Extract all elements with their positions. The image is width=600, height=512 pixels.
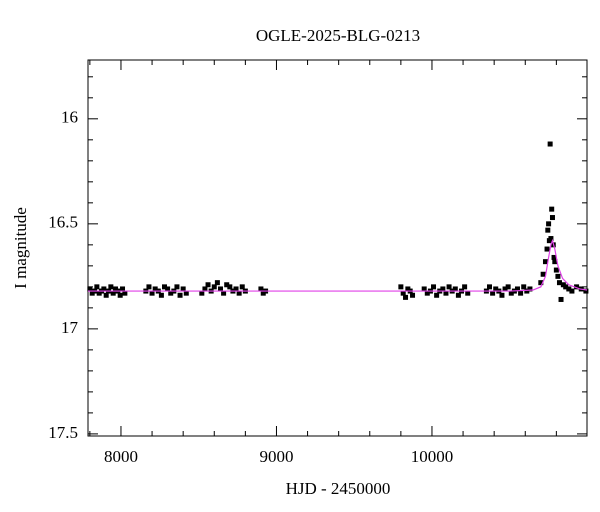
model-curve (88, 238, 588, 292)
data-point (165, 286, 171, 292)
data-point (547, 141, 553, 147)
data-point (499, 292, 505, 298)
data-point (158, 292, 164, 298)
data-point (152, 286, 158, 292)
data-point (202, 286, 208, 292)
data-point (552, 259, 558, 265)
data-point (110, 290, 116, 296)
data-point (542, 259, 548, 265)
data-point (180, 286, 186, 292)
data-point (514, 286, 520, 292)
data-point (403, 294, 409, 300)
data-point (162, 284, 168, 290)
data-point (398, 284, 404, 290)
data-point (566, 286, 572, 292)
data-point (546, 221, 552, 227)
data-point (521, 284, 527, 290)
data-point (548, 236, 554, 242)
data-point (462, 284, 468, 290)
data-point (103, 292, 109, 298)
data-point (540, 271, 546, 277)
data-point (490, 290, 496, 296)
data-point (410, 292, 416, 298)
data-point (122, 290, 128, 296)
plot-frame (87, 59, 588, 437)
data-point (452, 286, 458, 292)
data-point (120, 286, 126, 292)
data-point (94, 284, 100, 290)
data-point (549, 215, 555, 221)
data-point (443, 290, 449, 296)
y-tick-label: 17 (61, 318, 79, 337)
data-point (217, 286, 223, 292)
y-tick-label: 16.5 (48, 213, 78, 232)
data-point (558, 296, 564, 302)
data-point (527, 286, 533, 292)
data-point (221, 290, 227, 296)
y-tick-label: 17.5 (48, 423, 78, 442)
data-point (440, 286, 446, 292)
data-point (149, 290, 155, 296)
data-point (551, 254, 557, 260)
data-point (574, 284, 580, 290)
data-point (545, 227, 551, 233)
x-tick-label: 8000 (104, 447, 138, 466)
y-tick-label: 16 (61, 108, 78, 127)
data-point (487, 284, 493, 290)
x-tick-label: 10000 (411, 447, 454, 466)
data-point (146, 284, 152, 290)
data-point (555, 273, 561, 279)
data-point (227, 284, 233, 290)
x-tick-label: 9000 (259, 447, 293, 466)
data-point (239, 284, 245, 290)
data-point (87, 286, 93, 292)
data-point (400, 290, 406, 296)
data-point (508, 290, 514, 296)
data-point (205, 282, 211, 288)
chart-title: OGLE-2025-BLG-0213 (256, 26, 420, 45)
data-point (199, 290, 205, 296)
data-point (424, 290, 430, 296)
data-point (168, 290, 174, 296)
data-point (183, 290, 189, 296)
data-point (493, 286, 499, 292)
data-point (431, 284, 437, 290)
data-point (258, 286, 264, 292)
data-point (421, 286, 427, 292)
data-point (108, 284, 114, 290)
x-axis-label: HJD - 2450000 (286, 479, 391, 498)
data-point (538, 280, 544, 286)
data-point (544, 246, 550, 252)
data-point (236, 290, 242, 296)
data-point (569, 288, 575, 294)
data-point (174, 284, 180, 290)
data-point (233, 286, 239, 292)
data-point (117, 292, 123, 298)
data-point (502, 286, 508, 292)
data-point (214, 280, 220, 286)
data-point (446, 284, 452, 290)
data-point (518, 290, 524, 296)
data-point (563, 284, 569, 290)
data-point (553, 267, 559, 273)
data-point (583, 288, 589, 294)
data-point (101, 286, 107, 292)
data-point (224, 282, 230, 288)
data-point (211, 284, 217, 290)
y-axis-label: I magnitude (11, 207, 30, 289)
data-point (455, 292, 461, 298)
data-point (549, 206, 555, 212)
data-point (434, 292, 440, 298)
data-point (524, 288, 530, 294)
data-point (556, 280, 562, 286)
data-point (177, 292, 183, 298)
data-point (505, 284, 511, 290)
data-point (465, 290, 471, 296)
